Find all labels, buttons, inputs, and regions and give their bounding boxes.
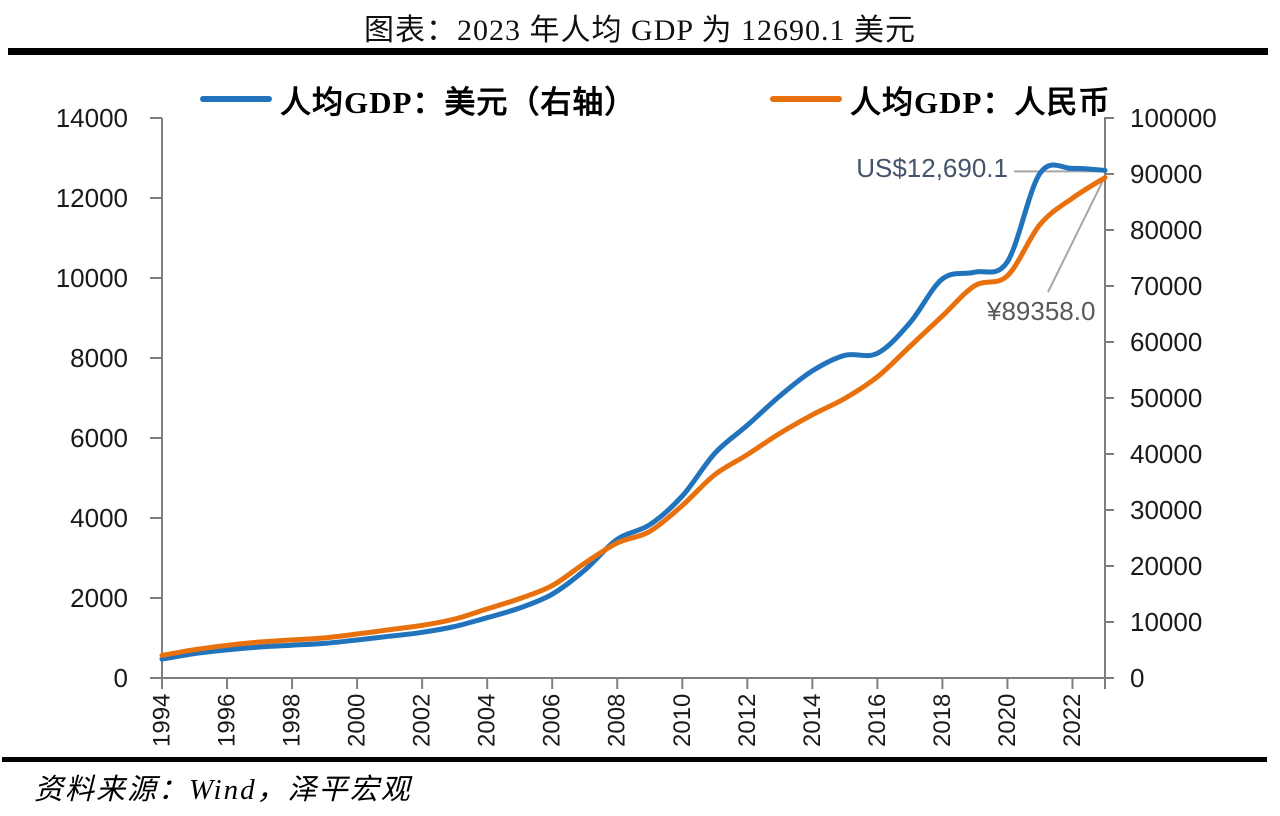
x-axis-tick-label: 2014 [799, 694, 826, 747]
y-axis-right-tick-label: 0 [1130, 663, 1144, 693]
y-axis-left-tick-label: 2000 [70, 583, 128, 613]
x-axis-tick-label: 2016 [864, 694, 891, 747]
x-axis-tick-label: 2018 [929, 694, 956, 747]
y-axis-right-tick-label: 60000 [1130, 327, 1202, 357]
y-axis-right-tick-label: 10000 [1130, 607, 1202, 637]
source-note: 资料来源：Wind，泽平宏观 [34, 774, 412, 806]
legend-item-rmb: 人均GDP：人民币 [770, 82, 1110, 120]
title-divider-bar [8, 48, 1268, 55]
x-axis-tick-label: 2004 [474, 694, 501, 747]
x-axis-tick-label: 2008 [604, 694, 631, 747]
rmb-leader-line [1047, 180, 1104, 293]
y-axis-left-tick-label: 14000 [56, 103, 128, 133]
x-axis-tick-label: 2022 [1059, 694, 1086, 747]
source-divider-bar [2, 757, 1267, 762]
y-axis-left-tick-label: 4000 [70, 503, 128, 533]
y-axis-right-tick-label: 90000 [1130, 159, 1202, 189]
legend-swatch-usd [200, 96, 272, 102]
legend-label-rmb: 人均GDP：人民币 [850, 84, 1111, 120]
y-axis-right-tick-label: 80000 [1130, 215, 1202, 245]
series-line-rmb [159, 175, 1108, 658]
x-axis-tick-label: 2010 [669, 694, 696, 747]
y-axis-left-tick-label: 6000 [70, 423, 128, 453]
y-axis-left-tick-label: 8000 [70, 343, 128, 373]
x-axis-tick-label: 2000 [344, 694, 371, 747]
annotation-rmb-value: ¥89358.0 [987, 296, 1096, 326]
y-axis-left-tick-label: 12000 [56, 183, 128, 213]
x-axis-tick-label: 1996 [214, 694, 241, 747]
legend-label-usd: 人均GDP：美元（右轴） [280, 84, 637, 120]
y-axis-left-tick-label: 10000 [56, 263, 128, 293]
y-axis-right-tick-label: 50000 [1130, 383, 1202, 413]
x-axis-tick-label: 2012 [734, 694, 761, 747]
chart-title: 图表：2023 年人均 GDP 为 12690.1 美元 [364, 14, 916, 47]
x-axis-tick-label: 1998 [279, 694, 306, 747]
annotation-usd-value: US$12,690.1 [856, 153, 1008, 184]
y-axis-right-tick-label: 40000 [1130, 439, 1202, 469]
series-line-usd [159, 162, 1108, 662]
x-axis-tick-label: 2002 [409, 694, 436, 747]
y-axis-right-tick-label: 100000 [1130, 103, 1217, 133]
y-axis-right-tick-label: 70000 [1130, 271, 1202, 301]
x-axis-tick-label: 2006 [539, 694, 566, 747]
x-axis-tick-label: 1994 [149, 694, 176, 747]
y-axis-right-tick-label: 30000 [1130, 495, 1202, 525]
y-axis-left-tick-label: 0 [114, 663, 128, 693]
y-axis-right-tick-label: 20000 [1130, 551, 1202, 581]
legend-item-usd: 人均GDP：美元（右轴） [200, 82, 636, 120]
x-axis-tick-label: 2020 [994, 694, 1021, 747]
legend-swatch-rmb [770, 96, 842, 102]
